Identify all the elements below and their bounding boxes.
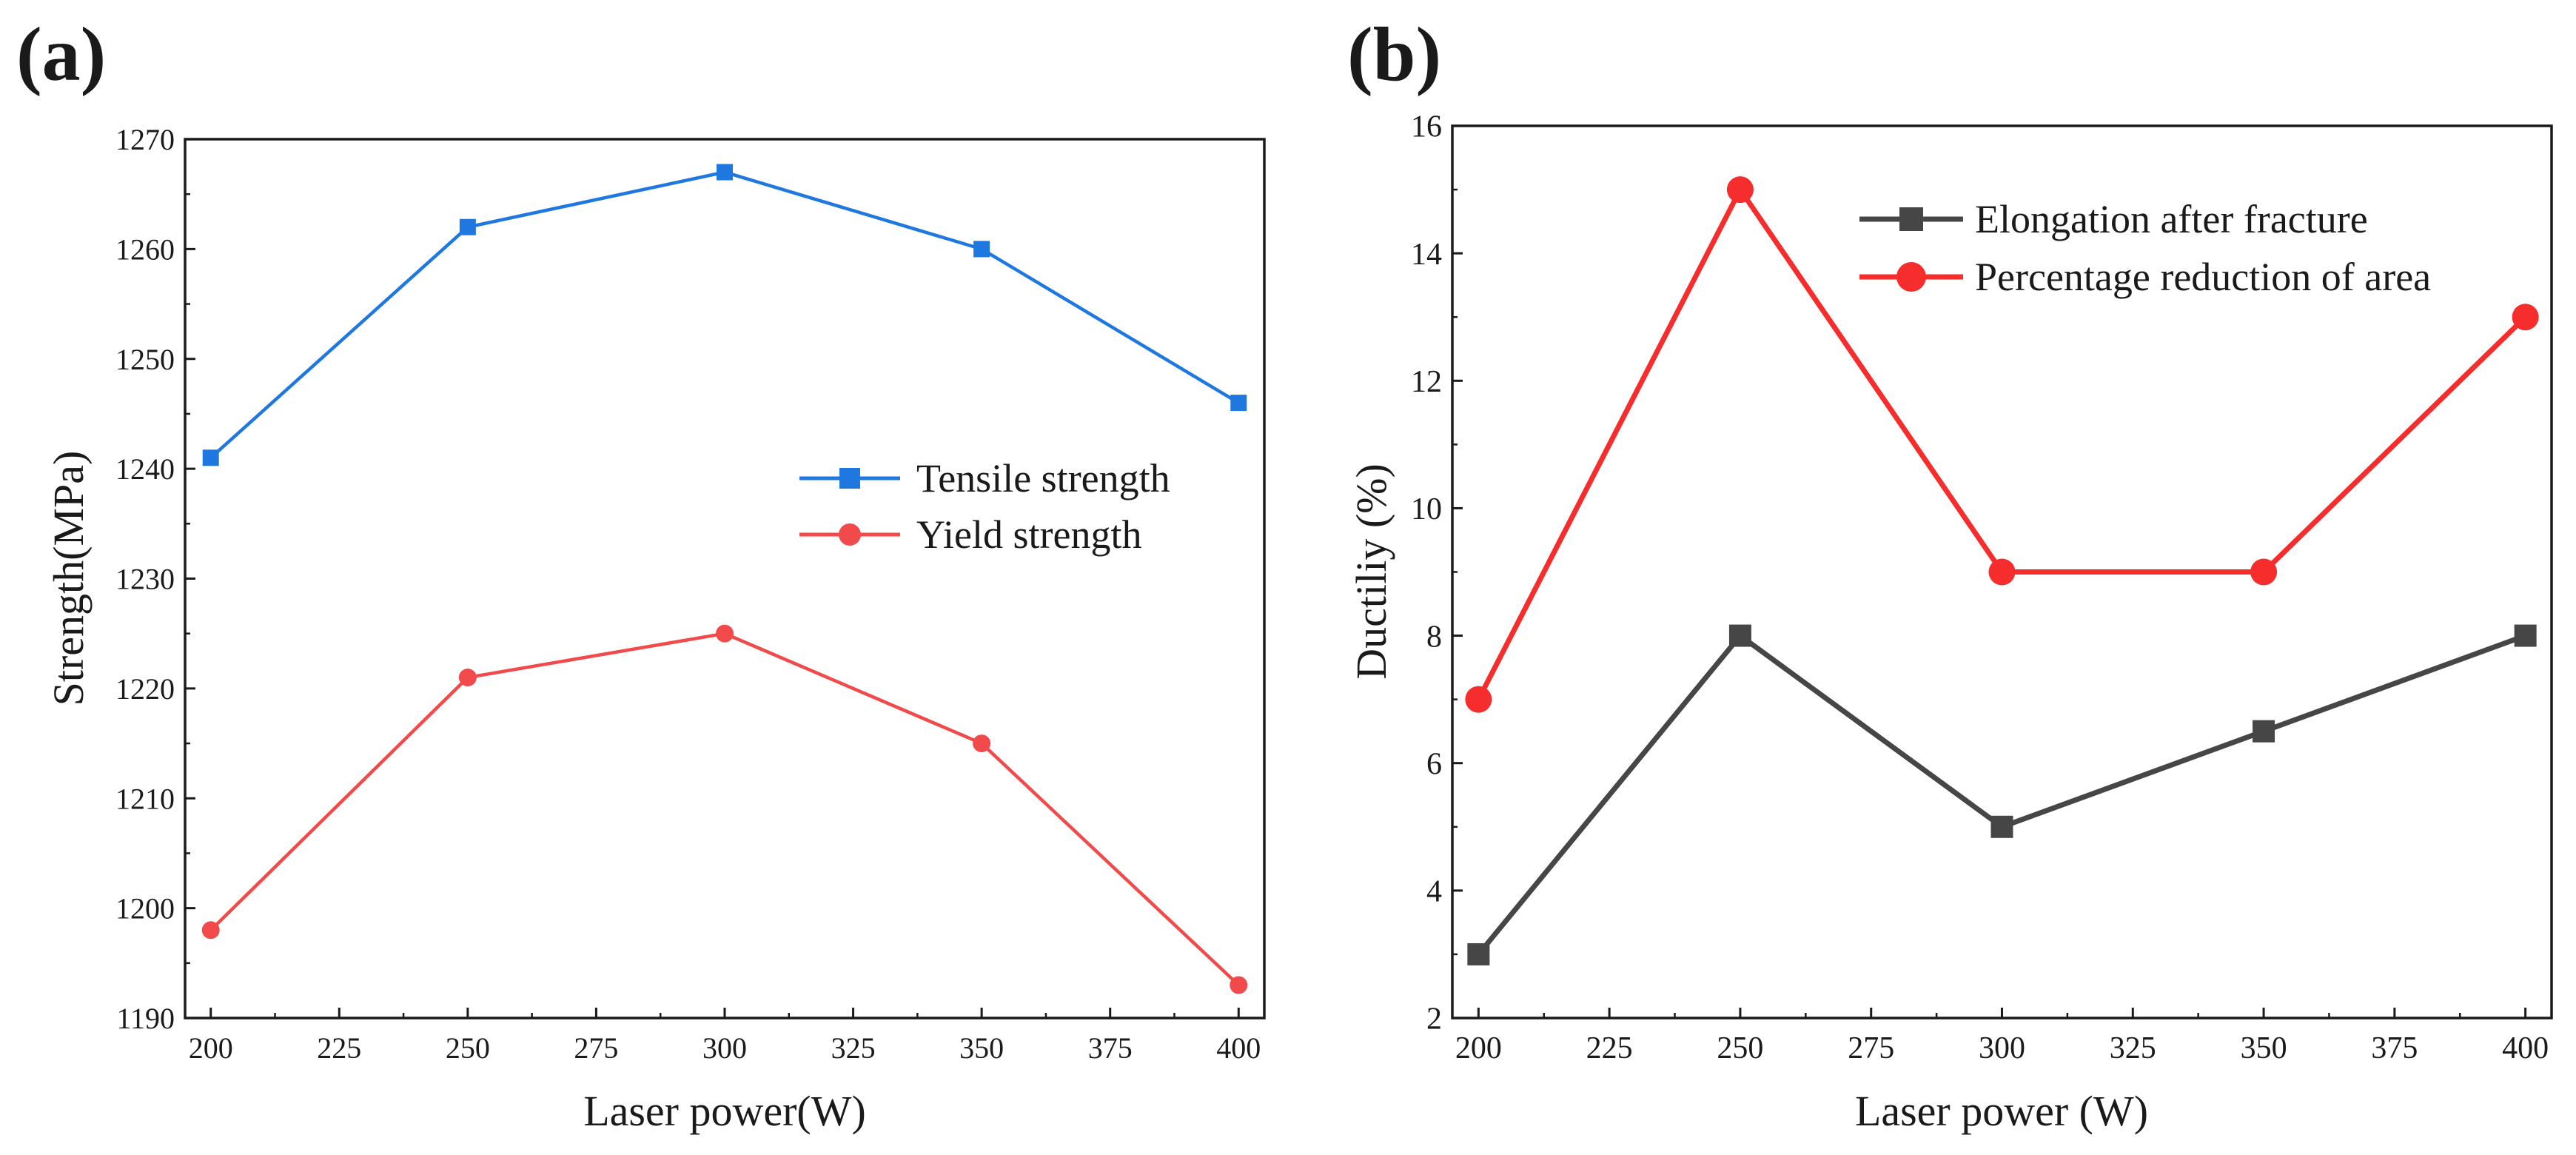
panel-a-x-axis-title: Laser power(W)	[583, 1087, 866, 1135]
panel-a-legend-marker-0	[839, 468, 860, 489]
panel-b-series-0-point	[2253, 720, 2275, 743]
panel-b-y-tick-label: 4	[1426, 875, 1442, 909]
chart-panel-a: (a) 200 225 250 275 300 325 350 375 400 1190 1200…	[16, 12, 1266, 1135]
panel-a-series-1-point	[458, 669, 477, 687]
panel-a-plot-frame	[184, 138, 1266, 1020]
panel-a-x-tick-label: 275	[574, 1031, 618, 1065]
panel-b-y-tick-label: 2	[1426, 1002, 1442, 1037]
panel-b-y-tick-label: 16	[1411, 110, 1442, 144]
panel-a-x-tick-label: 250	[446, 1031, 490, 1065]
panel-a-legend-entry-1: Yield strength	[799, 512, 1141, 557]
panel-a-series-0-line	[209, 170, 1240, 459]
panel-a-y-tick-label: 1250	[115, 343, 175, 376]
panel-a-y-axis-title: Strength(MPa)	[44, 451, 93, 706]
panel-a-series-1-line	[209, 632, 1240, 987]
panel-b-x-ticks: 200 225 250 275 300 325 350 375 400	[1455, 1008, 2549, 1065]
panel-b-series-0-line	[1476, 633, 2526, 957]
panel-b-x-tick-label: 300	[1979, 1031, 2025, 1065]
panel-a-x-tick-label: 300	[702, 1031, 747, 1065]
panel-a-series-0-point	[459, 218, 476, 235]
panel-b-legend-entry-1: Percentage reduction of area	[1859, 255, 2431, 299]
panel-b-x-axis-title: Laser power (W)	[1855, 1087, 2148, 1135]
panel-b-series-1-point	[1726, 176, 1754, 204]
panel-a-series-1-point	[973, 734, 991, 753]
panel-b-series-1-point	[2250, 558, 2278, 586]
panel-a-label: (a)	[16, 12, 106, 97]
panel-b-series	[1465, 176, 2539, 965]
panel-b-series-1-point	[2512, 304, 2539, 331]
panel-a-series-0-point	[973, 241, 990, 258]
panel-a-y-tick-label: 1260	[115, 232, 175, 266]
panel-b-x-tick-label: 200	[1455, 1031, 1502, 1065]
panel-b-y-axis-title: Ductiliy (%)	[1347, 463, 1395, 680]
panel-b-legend-label-0: Elongation after fracture	[1975, 197, 2368, 241]
panel-a-y-tick-label: 1200	[115, 892, 175, 925]
panel-b-y-tick-label: 14	[1411, 238, 1442, 272]
panel-a-legend-label-1: Yield strength	[916, 512, 1141, 557]
panel-a-legend-marker-1	[839, 523, 861, 546]
panel-b-legend-marker-0	[1899, 207, 1923, 231]
panel-b-y-tick-label: 12	[1411, 365, 1442, 399]
panel-b-series-0-point	[1728, 624, 1751, 647]
panel-b-legend-entry-0: Elongation after fracture	[1859, 197, 2368, 241]
panel-a-series-0-point	[717, 164, 733, 181]
panel-a-x-tick-label: 350	[959, 1031, 1004, 1065]
panel-a-series-0-point	[1230, 395, 1247, 412]
panel-b-y-tick-label: 10	[1411, 492, 1442, 526]
chart-panel-b: (b) 200 225 250 275 300 325 350 375 400 2 4 6 8 10 12…	[1347, 12, 2553, 1135]
panel-b-x-tick-label: 400	[2502, 1031, 2549, 1065]
panel-a-x-tick-label: 200	[189, 1031, 233, 1065]
panel-b-y-tick-label: 6	[1426, 747, 1442, 781]
panel-a-x-tick-label: 325	[831, 1031, 876, 1065]
panel-a-y-tick-label: 1270	[115, 123, 175, 156]
panel-a-x-ticks: 200 225 250 275 300 325 350 375 400	[189, 1008, 1261, 1065]
panel-a-y-tick-label: 1210	[115, 782, 175, 815]
panel-b-x-tick-label: 350	[2241, 1031, 2287, 1065]
panel-b-series-1-point	[1988, 558, 2016, 586]
panel-a-x-tick-label: 400	[1216, 1031, 1261, 1065]
panel-b-legend: Elongation after fracture Percentage red…	[1859, 197, 2431, 299]
panel-a-y-tick-label: 1230	[115, 563, 175, 596]
panel-b-series-0-point	[2514, 624, 2537, 647]
panel-a-series-1-point	[201, 921, 220, 940]
panel-a-legend: Tensile strength Yield strength	[799, 456, 1170, 557]
panel-b-y-tick-label: 8	[1426, 620, 1442, 654]
panel-a-series-1-point	[1230, 976, 1248, 994]
panel-a-y-tick-label: 1220	[115, 672, 175, 706]
panel-b-x-tick-label: 325	[2110, 1031, 2156, 1065]
panel-a-y-ticks: 1190 1200 1210 1220 1230 1240 1250 1260 1270	[115, 123, 195, 1035]
panel-b-series-0-point	[1990, 815, 2013, 838]
panel-a-legend-label-0: Tensile strength	[916, 456, 1170, 500]
panel-b-x-tick-label: 375	[2371, 1031, 2418, 1065]
panel-a-series-0-point	[202, 449, 219, 466]
panel-a-legend-entry-0: Tensile strength	[799, 456, 1170, 500]
panel-b-x-tick-label: 275	[1848, 1031, 1894, 1065]
panel-a-y-tick-label: 1190	[116, 1002, 175, 1035]
panel-b-y-ticks: 2 4 6 8 10 12 14 16	[1411, 110, 1463, 1037]
panel-b-legend-label-1: Percentage reduction of area	[1975, 255, 2431, 299]
panel-a-x-tick-label: 225	[317, 1031, 361, 1065]
panel-a-series-1-point	[716, 624, 734, 643]
panel-a-series	[201, 164, 1248, 994]
panel-b-legend-marker-1	[1896, 262, 1926, 292]
panel-a-x-tick-label: 375	[1088, 1031, 1133, 1065]
panel-b-x-tick-label: 250	[1717, 1031, 1763, 1065]
panel-b-x-tick-label: 225	[1586, 1031, 1633, 1065]
panel-b-series-0-point	[1467, 943, 1490, 965]
panel-b-series-1-point	[1465, 686, 1492, 713]
panel-a-y-tick-label: 1240	[115, 452, 175, 486]
panel-b-label: (b)	[1347, 12, 1441, 97]
